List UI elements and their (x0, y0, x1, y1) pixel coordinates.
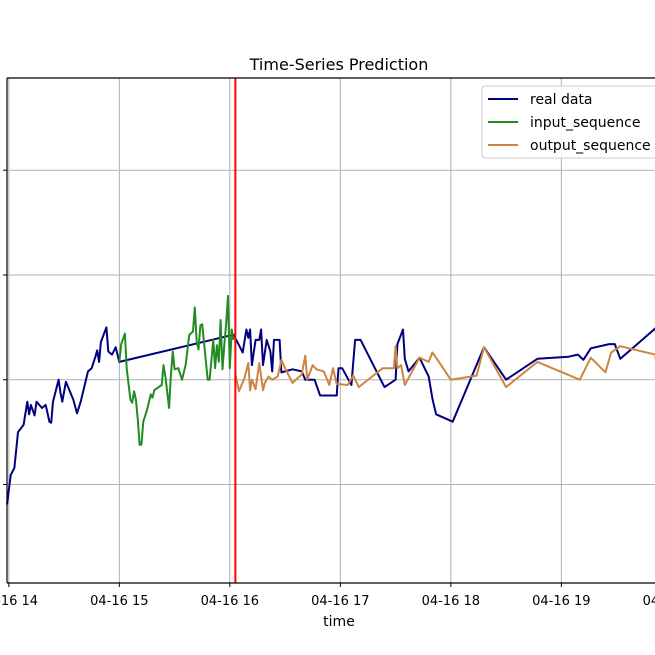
x-tick-label: 04-16 18 (422, 594, 480, 609)
series-line-output-sequence (234, 345, 655, 393)
legend-label: real data (530, 92, 593, 108)
legend: real data input_sequence output_sequence (481, 85, 655, 159)
legend-box (481, 85, 655, 159)
series-lines (6, 294, 655, 505)
x-axis-label: time (323, 614, 355, 630)
x-tick-label: 04-16 16 (201, 594, 259, 609)
legend-label: input_sequence (530, 115, 640, 131)
x-tick-label: 04-16 15 (90, 594, 148, 609)
x-ticks: 04-16 14 04-16 15 04-16 16 04-16 17 04-16 18… (0, 583, 655, 609)
series-line-real data (6, 326, 655, 505)
grid (3, 78, 655, 583)
x-tick-label: 04-16 20 (643, 594, 655, 609)
chart-title: Time-Series Prediction (249, 55, 429, 74)
x-tick-label: 04-16 19 (532, 594, 590, 609)
legend-label: output_sequence (530, 138, 651, 154)
x-tick-label: 04-16 14 (0, 594, 38, 609)
series-line-input-sequence (118, 294, 235, 446)
x-tick-label: 04-16 17 (311, 594, 369, 609)
axes (6, 77, 655, 584)
